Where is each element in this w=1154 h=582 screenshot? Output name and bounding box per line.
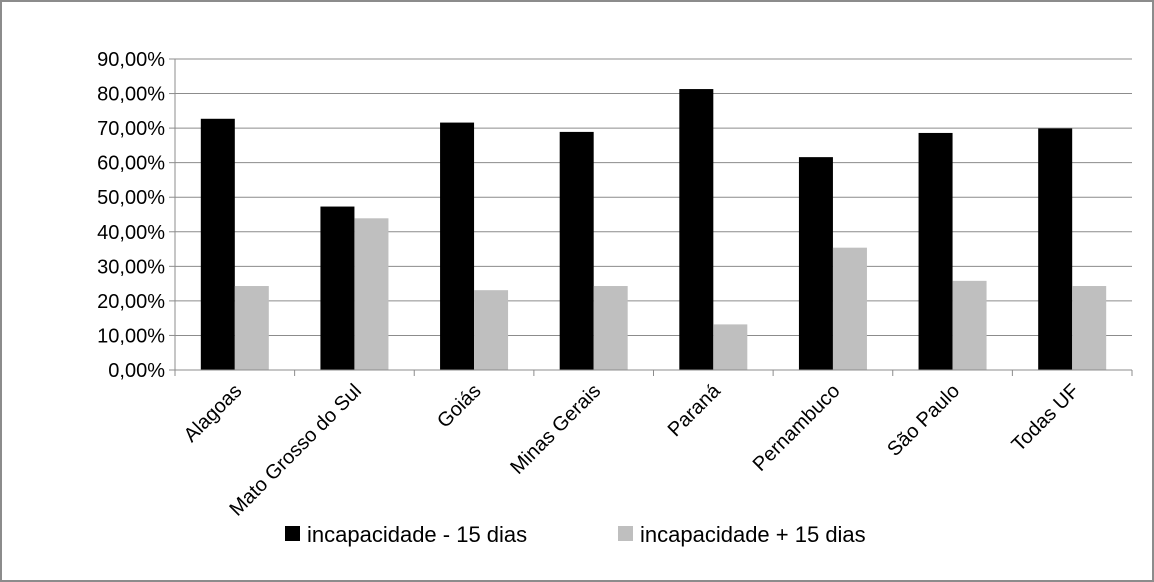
bar-plus-15 (952, 280, 987, 370)
bar-plus-15 (713, 324, 748, 370)
category-label: Mato Grosso do Sul (225, 380, 366, 521)
y-tick-label: 70,00% (97, 118, 165, 140)
bars (200, 89, 1107, 371)
bar-plus-15 (832, 247, 867, 370)
bar-plus-15 (234, 286, 269, 370)
y-tick-label: 60,00% (97, 153, 165, 175)
legend: incapacidade - 15 dias incapacidade + 15 … (285, 522, 866, 547)
y-tick-label: 30,00% (97, 256, 165, 278)
bar-plus-15 (1072, 286, 1107, 370)
category-label: São Paulo (883, 380, 964, 461)
legend-swatch (285, 526, 300, 541)
category-label: Alagoas (180, 380, 247, 447)
y-tick-labels: 0,00% 10,00% 20,00% 30,00% 40,00% 50,00% 60,00… (97, 49, 165, 382)
y-tick-label: 80,00% (97, 84, 165, 106)
axes (169, 58, 1133, 376)
legend-label: incapacidade - 15 dias (307, 522, 527, 547)
bar-minus-15 (798, 157, 833, 370)
legend-swatch (618, 526, 633, 541)
gridlines (175, 58, 1132, 336)
category-label: Goiás (433, 380, 486, 433)
y-tick-label: 50,00% (97, 187, 165, 209)
bar-plus-15 (593, 286, 628, 370)
bar-minus-15 (1038, 128, 1073, 370)
bar-minus-15 (440, 122, 475, 371)
bar-minus-15 (320, 206, 355, 370)
bar-plus-15 (474, 290, 509, 370)
category-label: Paraná (664, 379, 726, 441)
y-tick-label: 10,00% (97, 325, 165, 347)
bar-minus-15 (559, 131, 594, 370)
y-tick-label: 90,00% (97, 49, 165, 71)
category-label: Todas UF (1008, 380, 1084, 456)
bar-minus-15 (679, 89, 714, 371)
bar-minus-15 (200, 118, 235, 370)
bar-plus-15 (354, 218, 389, 370)
y-tick-label: 20,00% (97, 291, 165, 313)
legend-label: incapacidade + 15 dias (640, 522, 866, 547)
category-label: Pernambuco (749, 380, 845, 476)
y-tick-label: 0,00% (108, 360, 165, 382)
category-label: Minas Gerais (506, 380, 605, 479)
y-tick-label: 40,00% (97, 222, 165, 244)
bar-minus-15 (918, 132, 953, 370)
